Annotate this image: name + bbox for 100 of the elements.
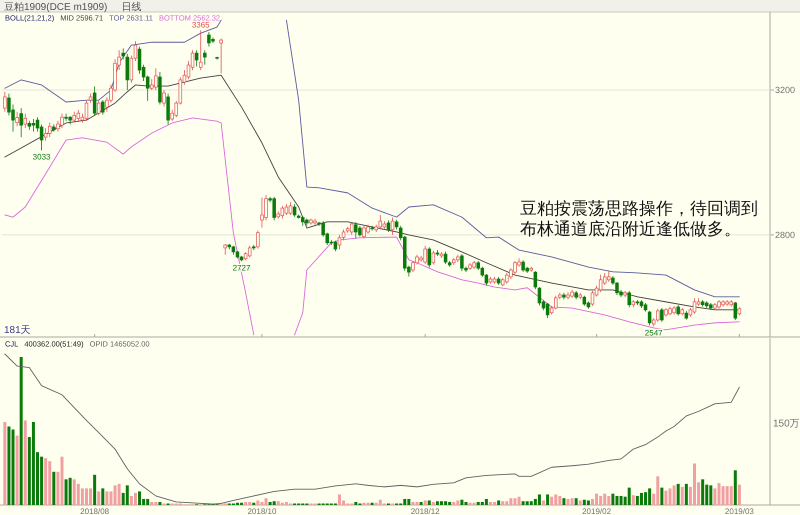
bar xyxy=(522,501,525,505)
candlestick xyxy=(32,118,36,132)
bar xyxy=(16,436,19,505)
bar xyxy=(403,498,406,505)
bar xyxy=(493,502,496,505)
bar xyxy=(80,488,84,505)
bar xyxy=(264,498,268,505)
bar xyxy=(428,500,431,505)
bar xyxy=(526,501,529,505)
candlestick xyxy=(378,214,382,230)
bar xyxy=(599,496,602,505)
bar xyxy=(440,501,443,505)
bar xyxy=(118,484,121,505)
candlestick xyxy=(84,100,88,122)
bar xyxy=(488,502,492,505)
x-tick-label: 2018/10 xyxy=(247,507,277,515)
candlestick xyxy=(44,128,48,142)
bar xyxy=(272,501,276,505)
bar xyxy=(72,479,76,505)
bar xyxy=(68,478,72,505)
bar xyxy=(582,500,586,505)
candlestick xyxy=(582,295,586,306)
bar xyxy=(456,500,460,505)
annotation: 2547 xyxy=(644,328,664,338)
candlestick xyxy=(692,298,696,314)
bar xyxy=(256,500,260,505)
bar xyxy=(134,492,137,505)
bar xyxy=(7,426,10,505)
candlestick xyxy=(460,254,464,272)
bar xyxy=(648,488,652,505)
bar xyxy=(101,488,104,505)
bar xyxy=(615,496,618,505)
bar xyxy=(632,495,635,505)
bar xyxy=(460,500,464,505)
candlestick xyxy=(734,301,738,320)
candlestick xyxy=(423,245,427,264)
candlestick xyxy=(280,206,284,219)
candlestick xyxy=(76,110,80,122)
candlestick xyxy=(101,100,105,116)
bar xyxy=(497,500,500,505)
bar xyxy=(420,502,423,505)
bar xyxy=(570,498,574,505)
bar xyxy=(562,498,566,505)
candlestick xyxy=(219,38,223,74)
bar xyxy=(501,501,504,505)
bar xyxy=(89,488,92,505)
candlestick xyxy=(24,113,28,128)
bar xyxy=(130,496,133,505)
candlestick xyxy=(648,310,652,326)
bar xyxy=(566,498,570,505)
bar xyxy=(436,501,439,505)
chart-title: 豆粕1909(DCE m1909) xyxy=(4,2,108,13)
bar xyxy=(276,501,280,505)
bar xyxy=(146,498,150,505)
candlestick xyxy=(627,290,631,308)
candlestick xyxy=(92,86,96,116)
bar xyxy=(3,422,6,505)
x-tick-label: 2018/12 xyxy=(410,507,440,515)
bar xyxy=(432,502,435,505)
bar xyxy=(244,502,248,505)
bar xyxy=(416,502,419,505)
bar xyxy=(640,492,643,505)
bar xyxy=(411,502,414,505)
bar xyxy=(701,479,704,505)
candlestick xyxy=(72,111,76,124)
candlestick xyxy=(505,272,509,284)
candlestick xyxy=(428,246,432,268)
candlestick xyxy=(96,100,100,116)
bar xyxy=(48,461,52,505)
candlestick xyxy=(607,270,611,282)
bar xyxy=(84,488,88,505)
bar xyxy=(76,484,80,505)
candlestick xyxy=(166,93,170,125)
bar xyxy=(542,500,546,505)
text: 150万 xyxy=(773,418,800,430)
bar xyxy=(505,501,508,505)
candlestick xyxy=(301,216,304,226)
bar xyxy=(12,430,15,505)
bar xyxy=(574,498,578,505)
bar xyxy=(530,501,533,505)
x-tick-label: 2019/03 xyxy=(724,507,754,515)
candlestick xyxy=(554,295,558,310)
bar xyxy=(64,479,68,505)
bar xyxy=(407,498,410,505)
line-series xyxy=(4,117,254,336)
bar xyxy=(664,490,668,505)
candlestick xyxy=(126,53,130,90)
candlestick xyxy=(194,50,198,67)
x-tick-label: 2018/08 xyxy=(80,507,110,515)
y-tick-label: 3200 xyxy=(775,85,796,96)
annotation: 181天 xyxy=(4,325,31,336)
bar xyxy=(44,458,48,505)
bar xyxy=(628,488,631,505)
candlestick xyxy=(358,225,362,238)
bar xyxy=(114,485,117,505)
candlestick xyxy=(288,202,292,216)
candlestick xyxy=(3,91,7,112)
bar xyxy=(513,498,516,505)
bar xyxy=(378,500,382,505)
bar xyxy=(484,498,488,505)
